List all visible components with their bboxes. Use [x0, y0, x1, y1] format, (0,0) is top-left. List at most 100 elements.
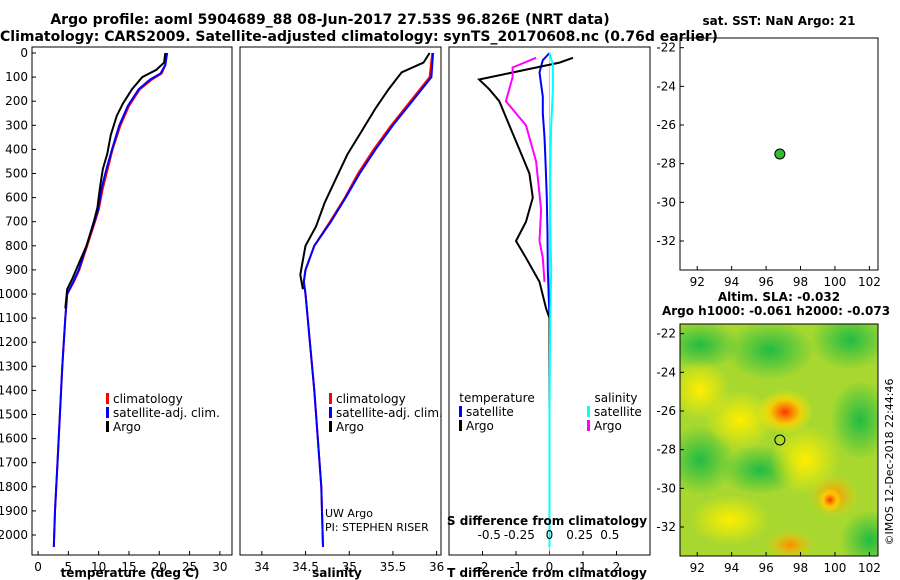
legend-label: Argo	[336, 420, 364, 434]
map-y-tick-label: -30	[656, 481, 676, 495]
x-tick-label: 2	[613, 560, 621, 574]
legend-label: Argo	[594, 419, 622, 433]
legend-swatch	[587, 406, 590, 417]
depth-tick-label: 900	[5, 263, 28, 277]
map-x-tick-label: 92	[690, 275, 705, 289]
series-line-s-satellite	[548, 52, 554, 547]
legend-label: satellite	[594, 405, 642, 419]
salinity-panel-frame	[239, 46, 442, 556]
legend-swatch	[106, 393, 109, 404]
legend-swatch	[329, 407, 332, 418]
map-y-tick-label: -28	[656, 157, 676, 171]
temperature-difference-axis-label: T difference from climatology	[447, 566, 647, 580]
legend-label: Argo	[466, 419, 494, 433]
legend-title-salinity: salinity	[594, 391, 637, 405]
depth-tick-label: 800	[5, 239, 28, 253]
map-y-tick-label: -26	[656, 118, 676, 132]
map-y-tick-label: -28	[656, 443, 676, 457]
x-tick-label: 1	[579, 560, 587, 574]
chart-title-line2: Climatology: CARS2009. Satellite-adjuste…	[0, 29, 718, 45]
legend-swatch	[106, 421, 109, 432]
series-line-satellite-adj-clim-	[52, 52, 169, 548]
series-line-t-satellite	[538, 52, 551, 547]
map-x-tick-label: 96	[758, 275, 773, 289]
legend-swatch	[329, 393, 332, 404]
series-line-climatology	[52, 52, 168, 548]
depth-tick-label: 700	[5, 215, 28, 229]
legend-title-temperature: temperature	[459, 391, 534, 405]
chart-title-line1: Argo profile: aoml 5904689_88 08-Jun-201…	[50, 12, 610, 28]
top-x-tick-label: 0.5	[600, 528, 619, 542]
temperature-x-axis-label: temperature (deg C)	[61, 566, 200, 580]
map-y-tick-label: -22	[656, 327, 676, 341]
legend-swatch	[329, 421, 332, 432]
float-source-label: UW Argo	[325, 507, 373, 520]
map-x-tick-label: 94	[724, 561, 739, 575]
depth-tick-label: 1700	[0, 456, 28, 470]
depth-tick-label: 0	[20, 46, 28, 60]
x-tick-label: 36	[429, 560, 444, 574]
x-tick-label: 30	[212, 560, 227, 574]
series-line-satellite-adj-clim-	[302, 52, 435, 548]
sst-map-title: sat. SST: NaN Argo: 21	[702, 14, 855, 28]
map-y-tick-label: -32	[656, 520, 676, 534]
salinity-x-axis-label: salinity	[312, 566, 362, 580]
series-line-climatology	[302, 52, 434, 548]
depth-tick-label: 1800	[0, 480, 28, 494]
legend-label: Argo	[113, 420, 141, 434]
depth-tick-label: 1500	[0, 408, 28, 422]
depth-tick-label: 1900	[0, 504, 28, 518]
x-tick-label: 25	[182, 560, 197, 574]
depth-tick-label: 1200	[0, 335, 28, 349]
sla-map-subtitle: Argo h1000: -0.061 h2000: -0.073	[662, 304, 890, 318]
depth-tick-label: 1400	[0, 383, 28, 397]
legend-swatch	[587, 420, 590, 431]
x-tick-label: 35.5	[380, 560, 407, 574]
credit-label: ©IMOS 12-Dec-2018 22:44:46	[883, 379, 896, 546]
x-tick-label: 15	[121, 560, 136, 574]
legend-label: satellite	[466, 405, 514, 419]
temperature-panel-frame	[31, 46, 233, 556]
sla-heatmap	[680, 324, 878, 556]
map-x-tick-label: 94	[724, 275, 739, 289]
depth-tick-label: 2000	[0, 528, 28, 542]
salinity-difference-axis-label: S difference from climatology	[447, 514, 647, 528]
x-tick-label: 35	[342, 560, 357, 574]
map-x-tick-label: 98	[793, 275, 808, 289]
x-tick-label: -1	[510, 560, 522, 574]
depth-tick-label: 400	[5, 142, 28, 156]
map-y-tick-label: -32	[656, 234, 676, 248]
depth-tick-label: 1300	[0, 359, 28, 373]
top-x-tick-label: -0.25	[504, 528, 535, 542]
x-tick-label: 0	[546, 560, 554, 574]
top-x-tick-label: 0.25	[566, 528, 593, 542]
series-line-argo	[299, 52, 431, 290]
x-tick-label: 10	[91, 560, 106, 574]
depth-tick-label: 1600	[0, 432, 28, 446]
legend-label: satellite-adj. clim.	[336, 406, 443, 420]
map-x-tick-label: 96	[758, 561, 773, 575]
legend-label: satellite-adj. clim.	[113, 406, 220, 420]
depth-tick-label: 500	[5, 167, 28, 181]
map-y-tick-label: -22	[656, 41, 676, 55]
depth-tick-label: 300	[5, 118, 28, 132]
depth-tick-label: 200	[5, 94, 28, 108]
argo-position-marker	[774, 434, 786, 446]
sla-map-frame	[679, 323, 879, 557]
x-tick-label: -2	[477, 560, 489, 574]
map-x-tick-label: 102	[858, 561, 881, 575]
sla-map-title: Altim. SLA: -0.032	[718, 290, 840, 304]
argo-position-marker	[774, 148, 786, 160]
map-x-tick-label: 102	[858, 275, 881, 289]
map-x-tick-label: 100	[824, 561, 847, 575]
legend-swatch	[459, 406, 462, 417]
x-tick-label: 5	[65, 560, 73, 574]
map-y-tick-label: -24	[656, 365, 676, 379]
legend-label: climatology	[336, 392, 406, 406]
map-x-tick-label: 100	[824, 275, 847, 289]
map-y-tick-label: -30	[656, 195, 676, 209]
series-line-argo	[64, 52, 167, 309]
depth-tick-label: 100	[5, 70, 28, 84]
sst-map-frame	[679, 37, 879, 271]
